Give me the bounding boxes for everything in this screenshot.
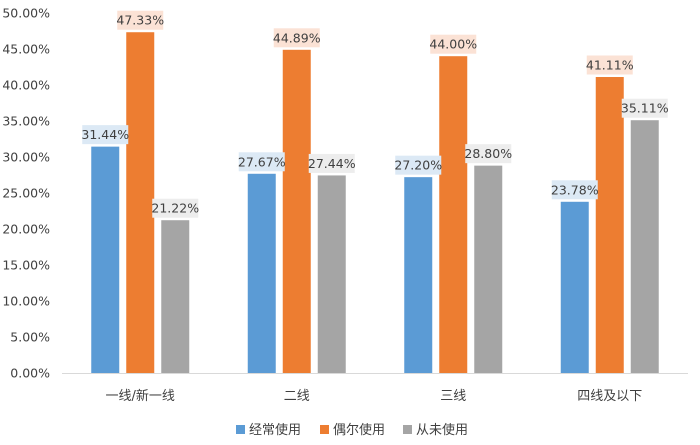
data-label: 44.00% [429,37,477,52]
data-label-background [152,198,199,218]
bar [91,146,120,373]
category-label: 四线及以下 [577,389,642,404]
y-tick-label: 15.00% [2,258,50,273]
y-tick-label: 50.00% [2,6,50,21]
bar [439,56,468,373]
bar [126,32,155,373]
legend-label: 偶尔使用 [333,422,385,438]
data-label: 31.44% [81,127,129,142]
data-label: 44.89% [273,30,321,45]
data-label-background [117,10,164,30]
legend-label: 从未使用 [416,422,468,438]
bar [317,175,346,373]
y-tick-label: 35.00% [2,114,50,129]
x-axis: 一线/新一线 二线 三线 四线及以下 [62,373,688,404]
data-labels: 31.44% 47.33% 21.22% 27.67% 44.89% 27.44% 27.2… [81,10,669,218]
data-label-background [465,144,512,164]
y-axis: 0.00% 5.00% 10.00% 15.00% 20.00% 25.00% 30.00%… [2,6,50,381]
category-label: 一线/新一线 [106,388,175,404]
data-label: 27.67% [238,154,286,169]
y-tick-label: 30.00% [2,150,50,165]
data-label-background [395,155,442,175]
bars [91,32,659,374]
bar [282,49,311,374]
y-tick-label: 20.00% [2,222,50,237]
legend-swatch [236,425,245,434]
data-label: 27.44% [308,156,356,171]
data-label-background [308,153,355,173]
data-label: 27.20% [394,158,442,173]
bar [560,201,589,373]
category-label: 二线 [284,389,310,404]
data-label-background [82,125,129,145]
legend-swatch [320,425,329,434]
y-tick-label: 40.00% [2,78,50,93]
data-label-background [430,34,477,54]
data-label-background [621,98,668,118]
bar [404,177,433,373]
data-label-background [551,180,598,200]
category-label: 三线 [440,389,466,404]
data-label-background [238,152,285,172]
bar [595,77,624,374]
y-tick-label: 10.00% [2,294,50,309]
y-tick-label: 0.00% [10,366,50,381]
data-label-background [273,28,320,48]
data-label: 23.78% [551,182,599,197]
bar [474,165,503,373]
data-label-background [586,55,633,75]
bar [247,173,276,373]
data-label: 35.11% [621,101,669,116]
data-label: 41.11% [586,58,634,73]
bar [630,120,659,373]
data-label: 47.33% [116,13,164,28]
y-tick-label: 25.00% [2,186,50,201]
legend-label: 经常使用 [249,422,301,438]
y-tick-label: 45.00% [2,42,50,57]
legend: 经常使用 偶尔使用 从未使用 [236,422,468,438]
data-label: 21.22% [151,201,199,216]
y-tick-label: 5.00% [10,330,50,345]
legend-swatch [403,425,412,434]
data-label: 28.80% [464,146,512,161]
bar [161,220,190,373]
